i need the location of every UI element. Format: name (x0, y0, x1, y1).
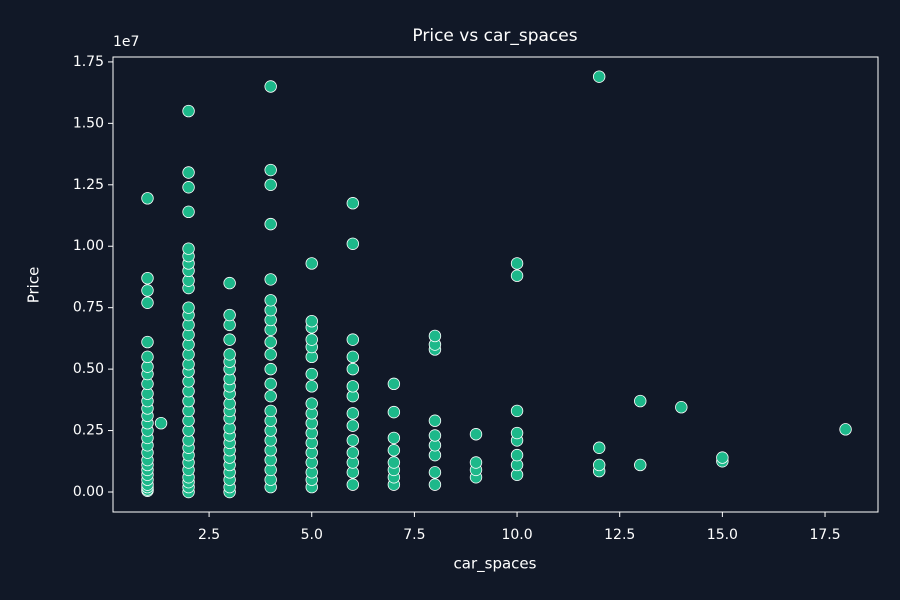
point (141, 284, 154, 297)
point (305, 333, 318, 346)
point (223, 348, 236, 361)
point (510, 426, 524, 440)
point (346, 197, 360, 210)
point (592, 70, 606, 83)
point (428, 478, 442, 491)
point (141, 350, 154, 364)
point (154, 416, 168, 430)
point (305, 314, 318, 328)
point (305, 397, 318, 410)
point (346, 446, 360, 459)
y-axis-label: Price (25, 267, 43, 304)
point (428, 466, 442, 479)
point (182, 104, 195, 118)
point (264, 80, 277, 93)
point (264, 273, 277, 286)
point (346, 333, 360, 346)
point (305, 257, 318, 270)
point (141, 296, 154, 309)
y-tick-label: 0.50 (73, 361, 104, 377)
point (346, 350, 360, 364)
point (346, 434, 360, 447)
x-tick-label: 2.5 (198, 527, 220, 543)
point (428, 429, 442, 442)
point (141, 335, 154, 349)
point (346, 362, 360, 376)
point (346, 380, 360, 393)
point (592, 441, 606, 454)
point (264, 217, 277, 231)
point (510, 269, 524, 282)
point (264, 163, 277, 177)
point (346, 237, 360, 250)
y-tick-label: 1.50 (73, 115, 104, 131)
point (346, 407, 360, 420)
point (387, 405, 401, 419)
point (346, 478, 360, 491)
point (387, 444, 401, 457)
x-tick-label: 5.0 (301, 527, 323, 543)
point (305, 380, 318, 393)
x-tick-label: 7.5 (403, 527, 425, 543)
point (182, 301, 195, 314)
point (182, 181, 195, 194)
y-tick-label: 0.25 (73, 423, 104, 439)
point (839, 423, 852, 436)
point (305, 367, 318, 381)
x-tick-label: 10.0 (501, 527, 532, 543)
point (469, 456, 483, 469)
point (387, 431, 401, 445)
point (469, 428, 483, 441)
point (264, 404, 277, 418)
y-tick-label: 1.25 (73, 177, 104, 193)
point (264, 389, 277, 403)
point (510, 404, 524, 418)
point (675, 401, 688, 414)
y-tick-label: 1.75 (73, 54, 104, 70)
y-offset-text: 1e7 (113, 34, 139, 50)
y-tick-label: 0.75 (73, 300, 104, 316)
y-tick-label: 1.00 (73, 238, 104, 254)
chart-title: Price vs car_spaces (412, 26, 577, 46)
point (141, 192, 154, 205)
point (592, 458, 606, 472)
point (264, 178, 277, 191)
point (716, 451, 729, 464)
point (141, 271, 154, 285)
point (264, 294, 277, 307)
point (264, 377, 277, 391)
point (182, 166, 195, 179)
point (346, 419, 360, 432)
point (428, 329, 442, 343)
x-tick-label: 15.0 (707, 527, 738, 543)
point (387, 377, 401, 391)
point (223, 333, 236, 346)
point (634, 394, 647, 408)
point (387, 456, 401, 469)
point (264, 348, 277, 361)
point (634, 458, 647, 472)
point (182, 205, 195, 219)
point (264, 335, 277, 349)
point (510, 257, 524, 270)
point (428, 414, 442, 427)
point (182, 242, 195, 255)
x-tick-label: 17.5 (809, 527, 840, 543)
point (264, 362, 277, 376)
x-axis-label: car_spaces (454, 555, 537, 574)
plot-frame (112, 56, 879, 513)
point (510, 448, 524, 462)
x-tick-label: 12.5 (604, 527, 635, 543)
point (223, 276, 236, 290)
point (223, 308, 236, 322)
y-tick-label: 0.00 (73, 484, 104, 500)
